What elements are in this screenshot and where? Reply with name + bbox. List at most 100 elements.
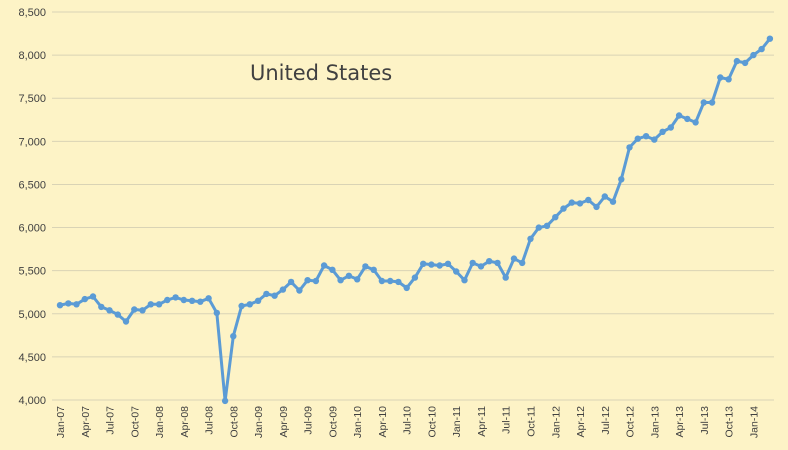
- chart-title: United States: [250, 61, 392, 85]
- data-point: [221, 397, 229, 405]
- data-point: [56, 302, 64, 309]
- x-tick-label: Jan-08: [154, 406, 166, 438]
- x-tick-label: Jan-09: [253, 406, 265, 438]
- data-point: [230, 333, 237, 340]
- series-united-states: [56, 35, 774, 405]
- y-tick-label: 7,000: [18, 136, 46, 148]
- y-axis-tick-labels: 4,000 4,500 5,000 5,500 6,000 6,500 7,000 7,500…: [18, 7, 46, 407]
- x-tick-label: Apr-12: [575, 406, 587, 438]
- x-tick-label: Jan-10: [352, 406, 364, 438]
- data-point: [362, 263, 369, 270]
- data-point: [172, 294, 179, 301]
- data-point: [510, 255, 518, 262]
- gridlines: [52, 11, 774, 401]
- data-point: [535, 224, 542, 231]
- y-tick-label: 4,500: [18, 352, 46, 364]
- x-tick-label: Jan-14: [748, 406, 760, 438]
- data-point: [659, 128, 666, 135]
- x-tick-label: Apr-09: [278, 406, 290, 438]
- y-tick-label: 7,500: [18, 93, 46, 105]
- data-point: [494, 259, 501, 267]
- data-point: [65, 300, 72, 307]
- data-point: [254, 297, 262, 304]
- y-tick-label: 5,000: [18, 309, 46, 321]
- x-tick-label: Jul-08: [204, 406, 216, 435]
- data-point: [354, 276, 361, 283]
- data-point: [387, 277, 394, 285]
- data-point: [733, 57, 741, 65]
- y-tick-label: 5,500: [18, 266, 46, 278]
- data-point: [370, 266, 377, 273]
- x-tick-label: Oct-07: [129, 406, 141, 438]
- data-point: [601, 193, 608, 200]
- x-axis-tick-labels: Jan-07 Apr-07 Jul-07 Oct-07 Jan-08 Apr-08 Jul-…: [55, 406, 760, 438]
- x-tick-label: Oct-13: [724, 406, 736, 438]
- data-point: [164, 296, 171, 304]
- y-tick-label: 8,500: [18, 7, 46, 19]
- data-point: [320, 262, 328, 269]
- x-tick-label: Oct-08: [228, 406, 240, 438]
- data-point: [81, 295, 89, 303]
- data-point: [502, 274, 509, 281]
- data-point: [576, 200, 584, 207]
- data-point: [271, 292, 278, 299]
- x-tick-label: Apr-13: [674, 406, 686, 438]
- data-point: [98, 303, 105, 311]
- data-point: [568, 199, 575, 206]
- data-point: [634, 135, 641, 142]
- data-point: [667, 124, 674, 131]
- data-point: [609, 198, 617, 205]
- x-tick-label: Apr-08: [179, 406, 191, 438]
- y-tick-label: 4,000: [18, 395, 46, 407]
- x-tick-label: Jul-11: [501, 406, 513, 434]
- data-point: [296, 287, 303, 294]
- data-point: [684, 115, 691, 123]
- data-point: [312, 277, 320, 285]
- data-point: [279, 286, 287, 293]
- data-point: [717, 74, 724, 81]
- data-point: [420, 260, 427, 267]
- y-tick-label: 6,000: [18, 223, 46, 235]
- data-point: [329, 266, 336, 273]
- data-point: [675, 112, 683, 119]
- data-point: [238, 302, 245, 310]
- data-point: [766, 35, 774, 42]
- data-point: [395, 278, 402, 286]
- y-tick-label: 8,000: [18, 50, 46, 62]
- data-point: [337, 277, 344, 284]
- data-point: [692, 119, 699, 126]
- data-point: [651, 136, 658, 143]
- data-point: [147, 301, 154, 308]
- data-point: [758, 45, 765, 53]
- data-point: [444, 260, 452, 267]
- x-tick-label: Oct-12: [625, 406, 637, 438]
- x-tick-label: Jan-07: [55, 406, 67, 438]
- data-point: [486, 258, 493, 265]
- data-point: [618, 176, 625, 183]
- data-point: [519, 259, 526, 267]
- y-tick-label: 6,500: [18, 179, 46, 191]
- data-point: [585, 196, 592, 204]
- data-point: [106, 307, 113, 314]
- data-point: [287, 278, 295, 286]
- x-tick-label: Jul-09: [303, 406, 315, 435]
- data-point: [155, 301, 163, 308]
- data-point: [378, 277, 386, 285]
- x-tick-label: Apr-10: [377, 406, 389, 438]
- x-tick-label: Jul-07: [105, 406, 117, 435]
- data-point: [403, 284, 410, 292]
- x-tick-label: Oct-09: [327, 406, 339, 438]
- data-point: [527, 235, 534, 242]
- x-tick-label: Jul-12: [600, 406, 612, 435]
- data-point: [213, 309, 220, 317]
- x-tick-label: Jul-13: [699, 406, 711, 435]
- data-point: [263, 290, 270, 298]
- x-tick-label: Apr-11: [476, 406, 488, 437]
- data-point: [453, 268, 460, 275]
- data-point: [469, 259, 476, 267]
- data-point: [89, 293, 97, 300]
- data-point: [552, 214, 559, 221]
- data-point: [131, 306, 138, 313]
- x-tick-label: Apr-07: [80, 406, 92, 438]
